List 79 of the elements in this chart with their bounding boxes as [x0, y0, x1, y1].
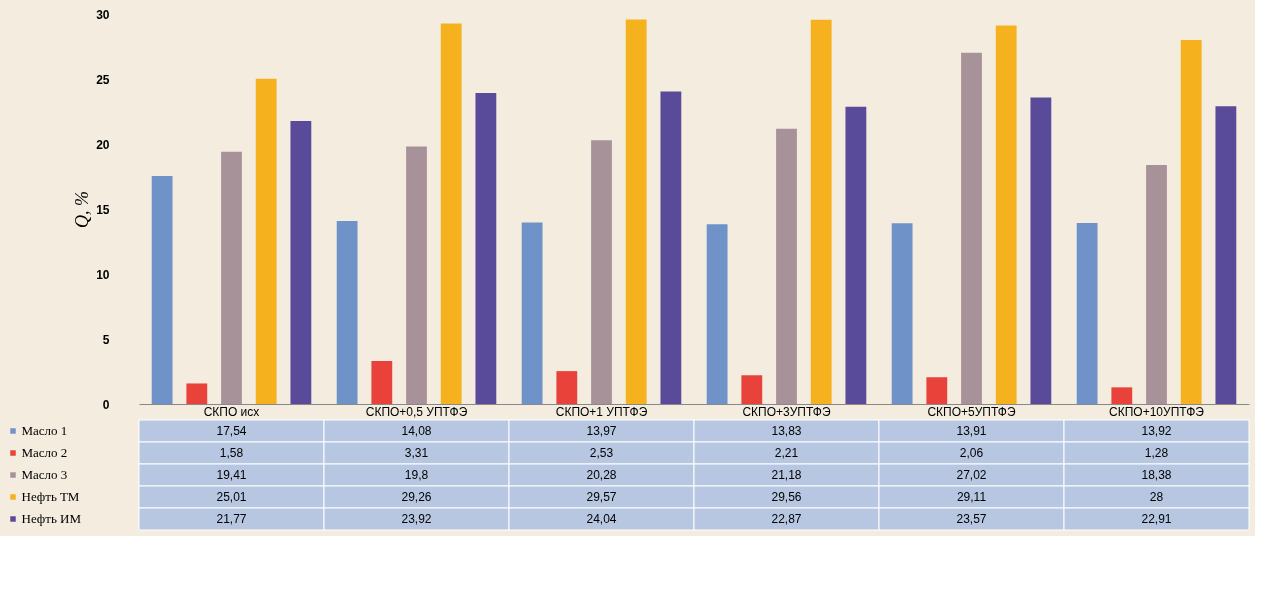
data-label: 22,91 — [1141, 512, 1172, 526]
data-label: 29,11 — [956, 490, 987, 504]
data-label: 2,06 — [959, 446, 984, 460]
data-label: 2,21 — [774, 446, 799, 460]
data-label: 14,08 — [401, 424, 432, 438]
data-label: 23,92 — [401, 512, 432, 526]
bar — [776, 128, 797, 404]
bar — [221, 151, 242, 404]
bar — [995, 25, 1017, 404]
y-tick-label: 15 — [96, 202, 110, 217]
bar — [521, 222, 543, 404]
data-label: 13,92 — [1141, 424, 1172, 438]
legend-label: Нефть ИМ — [21, 511, 82, 526]
x-tick-label: СКПО+0,5 УПТФЭ — [365, 404, 468, 419]
bar — [255, 78, 277, 404]
data-label: 13,91 — [956, 424, 987, 438]
bar — [926, 377, 948, 404]
y-tick-label: 5 — [102, 332, 110, 347]
bar — [440, 23, 462, 404]
bar — [1076, 223, 1098, 404]
data-label: 23,57 — [956, 512, 987, 526]
data-label: 24,04 — [586, 512, 617, 526]
bar — [961, 52, 982, 404]
x-tick-label: СКПО+5УПТФЭ — [927, 404, 1016, 419]
data-label: 22,87 — [771, 512, 802, 526]
data-label: 25,01 — [216, 490, 247, 504]
bar — [1030, 97, 1052, 404]
data-label: 13,83 — [771, 424, 802, 438]
legend-label: Масло 1 — [21, 423, 68, 438]
bar — [810, 19, 832, 404]
data-label: 17,54 — [216, 424, 247, 438]
y-tick-label: 30 — [96, 7, 110, 22]
data-label: 28 — [1149, 490, 1164, 504]
x-tick-label: СКПО+10УПТФЭ — [1109, 404, 1205, 419]
y-tick-label: 20 — [96, 137, 110, 152]
bar — [891, 223, 913, 404]
data-label: 19,41 — [216, 468, 247, 482]
data-label: 29,56 — [771, 490, 802, 504]
bar — [1180, 40, 1202, 404]
bar — [1111, 387, 1133, 404]
bar — [660, 91, 682, 404]
bar — [186, 383, 208, 404]
data-label: 18,38 — [1141, 468, 1172, 482]
bar — [1215, 106, 1237, 404]
y-axis-title: Q, % — [72, 191, 93, 228]
data-label: 19,8 — [404, 468, 429, 482]
data-label: 13,97 — [586, 424, 617, 438]
bar — [151, 175, 173, 404]
legend-label: Масло 3 — [21, 467, 68, 482]
data-label: 1,28 — [1144, 446, 1169, 460]
x-tick-label: СКПО+3УПТФЭ — [742, 404, 831, 419]
y-tick-label: 0 — [102, 397, 110, 412]
bar — [475, 93, 497, 404]
bar — [591, 140, 612, 404]
data-label: 21,77 — [216, 512, 247, 526]
data-label: 1,58 — [219, 446, 244, 460]
bar — [845, 106, 867, 404]
data-label: 27,02 — [956, 468, 987, 482]
bar — [336, 220, 358, 404]
data-label: 20,28 — [586, 468, 617, 482]
data-label: 29,57 — [586, 490, 617, 504]
bar — [371, 360, 393, 404]
legend-label: Нефть ТМ — [21, 489, 80, 504]
bar — [290, 120, 312, 404]
bar — [406, 146, 427, 404]
bar — [741, 375, 763, 404]
data-label: 3,31 — [404, 446, 429, 460]
bar — [556, 371, 578, 404]
bar — [625, 19, 647, 404]
y-tick-label: 25 — [96, 72, 110, 87]
data-label: 29,26 — [401, 490, 432, 504]
bar — [1146, 165, 1167, 404]
legend-label: Масло 2 — [21, 445, 68, 460]
x-tick-label: СКПО исх — [203, 404, 260, 419]
y-tick-label: 10 — [96, 267, 110, 282]
data-label: 21,18 — [771, 468, 802, 482]
data-label: 2,53 — [589, 446, 614, 460]
x-tick-label: СКПО+1 УПТФЭ — [555, 404, 648, 419]
bar — [706, 224, 728, 404]
